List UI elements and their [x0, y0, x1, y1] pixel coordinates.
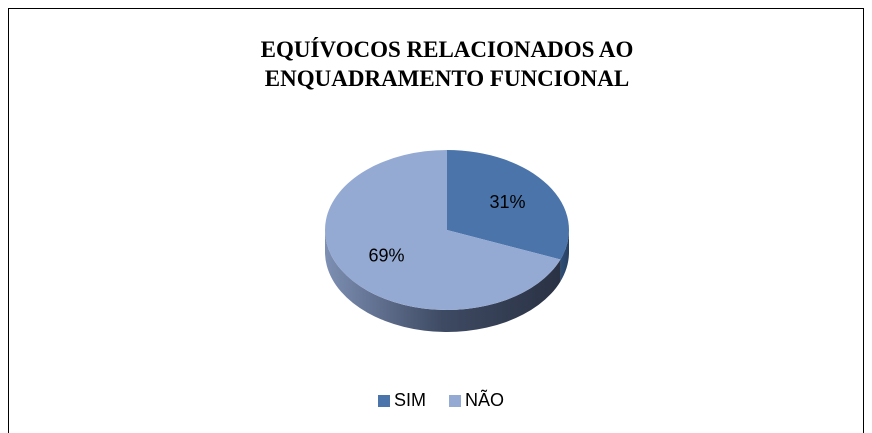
- legend-swatch: [449, 395, 462, 407]
- chart-border: [8, 8, 864, 433]
- legend-swatch: [378, 395, 390, 407]
- pie-slice: [447, 150, 569, 260]
- pie-slice: [325, 150, 561, 310]
- pie-side: [325, 230, 561, 332]
- legend-label: SIM: [394, 390, 426, 410]
- pie-side: [560, 230, 569, 282]
- legend-label: NÃO: [465, 389, 504, 410]
- chart-title: EQUÍVOCOS RELACIONADOS AO ENQUADRAMENTO …: [260, 37, 634, 91]
- data-label: 31%: [490, 192, 526, 212]
- data-label: 69%: [368, 246, 404, 266]
